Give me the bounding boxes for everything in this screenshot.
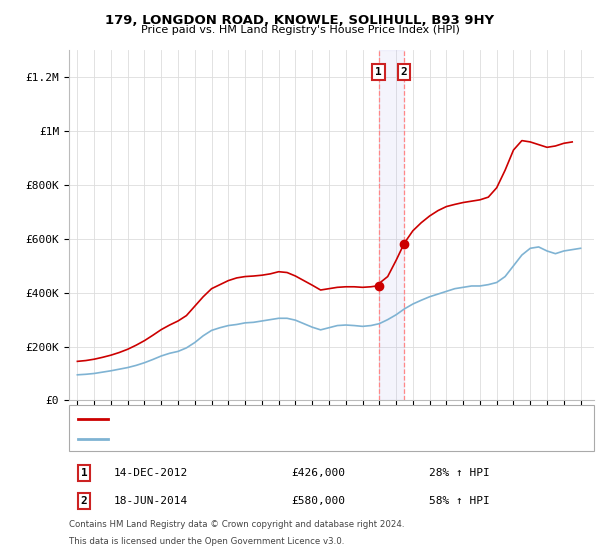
Text: 18-JUN-2014: 18-JUN-2014: [114, 496, 188, 506]
Text: 2: 2: [80, 496, 88, 506]
Text: This data is licensed under the Open Government Licence v3.0.: This data is licensed under the Open Gov…: [69, 537, 344, 546]
Bar: [379, 50, 404, 400]
Text: HPI: Average price, detached house, Solihull: HPI: Average price, detached house, Soli…: [112, 435, 371, 444]
Text: 1: 1: [375, 67, 382, 77]
Text: 1: 1: [80, 468, 88, 478]
Text: Price paid vs. HM Land Registry's House Price Index (HPI): Price paid vs. HM Land Registry's House …: [140, 25, 460, 35]
Text: £426,000: £426,000: [291, 468, 345, 478]
Text: 14-DEC-2012: 14-DEC-2012: [114, 468, 188, 478]
Text: £580,000: £580,000: [291, 496, 345, 506]
Text: Contains HM Land Registry data © Crown copyright and database right 2024.: Contains HM Land Registry data © Crown c…: [69, 520, 404, 529]
Text: 2: 2: [400, 67, 407, 77]
Text: 28% ↑ HPI: 28% ↑ HPI: [429, 468, 490, 478]
Text: 179, LONGDON ROAD, KNOWLE, SOLIHULL, B93 9HY: 179, LONGDON ROAD, KNOWLE, SOLIHULL, B93…: [106, 14, 494, 27]
Text: 179, LONGDON ROAD, KNOWLE, SOLIHULL, B93 9HY (detached house): 179, LONGDON ROAD, KNOWLE, SOLIHULL, B93…: [112, 414, 470, 424]
Text: 58% ↑ HPI: 58% ↑ HPI: [429, 496, 490, 506]
